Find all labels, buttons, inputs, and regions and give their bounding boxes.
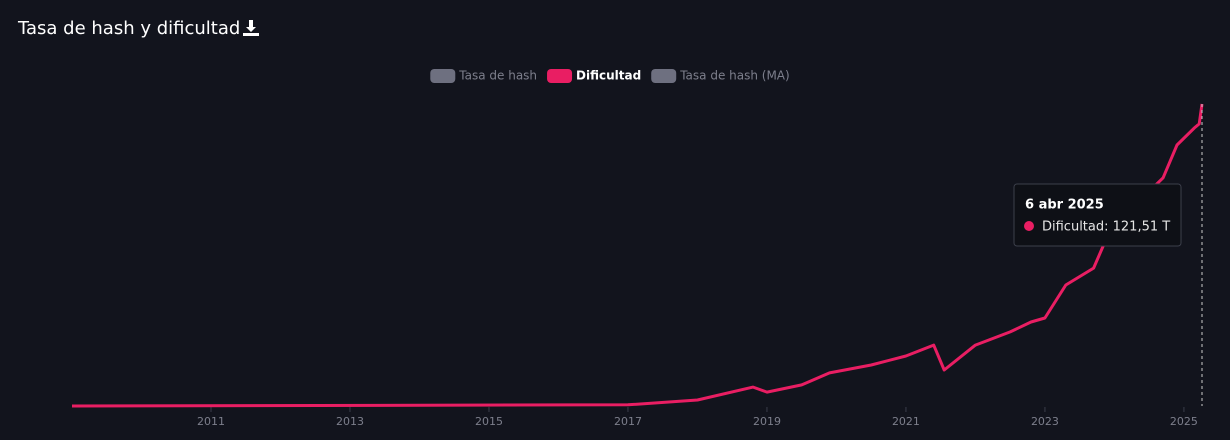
tooltip-box (1013, 183, 1182, 247)
legend-label: Tasa de hash (MA) (679, 69, 790, 83)
legend-swatch (651, 69, 677, 83)
x-tick-label: 2019 (753, 415, 781, 428)
tooltip-dot (1024, 221, 1034, 231)
legend-swatch (547, 69, 573, 83)
x-tick-label: 2011 (197, 415, 225, 428)
x-tick-label: 2023 (1031, 415, 1059, 428)
download-icon[interactable] (243, 20, 259, 36)
legend-label: Dificultad (576, 69, 641, 83)
legend-item[interactable]: Tasa de hash (430, 69, 537, 84)
data-line (71, 103, 1204, 408)
x-tick-label: 2017 (614, 415, 642, 428)
x-tick-label: 2015 (475, 415, 503, 428)
legend-label: Tasa de hash (458, 69, 537, 83)
x-tick-label: 2013 (336, 415, 364, 428)
legend-swatch (430, 69, 456, 83)
plot: 2011 2013 2015 2017 2019 2021 2023 2025 6 abr 20… (71, 103, 1204, 428)
legend: Tasa de hash Dificultad Tasa de hash (MA) (430, 69, 790, 84)
tooltip-date: 6 abr 2025 (1025, 198, 1104, 213)
tooltip: 6 abr 2025 Dificultad: 121,51 T (1013, 183, 1182, 247)
x-tick-label: 2025 (1170, 415, 1198, 428)
x-tick-label: 2021 (892, 415, 920, 428)
tooltip-text: Dificultad: 121,51 T (1042, 220, 1170, 235)
legend-item[interactable]: Tasa de hash (MA) (651, 69, 790, 84)
legend-item[interactable]: Dificultad (547, 69, 641, 84)
chart-title: Tasa de hash y dificultad (17, 18, 240, 39)
